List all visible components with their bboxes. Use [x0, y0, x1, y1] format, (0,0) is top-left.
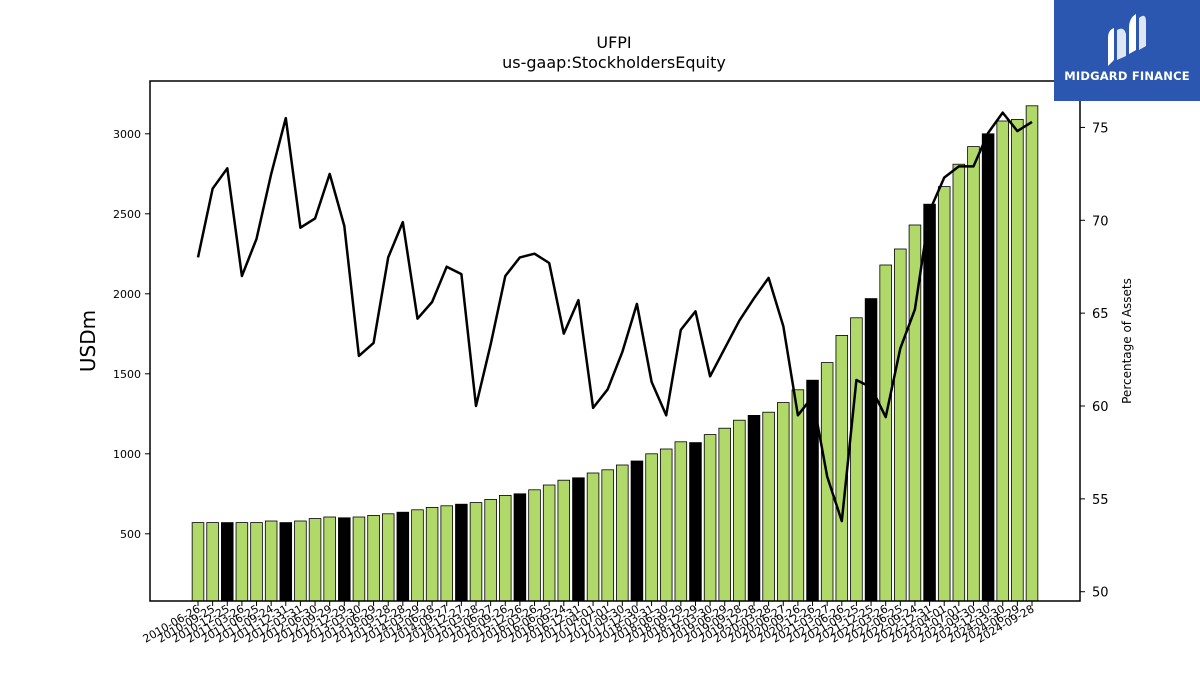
- percentage-line-series: [196, 111, 1033, 523]
- bar-2014-09-27: [440, 505, 453, 602]
- y-axis-label: USDm: [76, 310, 100, 372]
- bar-2016-06-25: [542, 484, 556, 602]
- y-tick-label: 500: [120, 528, 141, 541]
- bar-2010-09-25: [206, 522, 219, 602]
- brand-logo: MIDGARD FINANCE: [1054, 0, 1200, 101]
- y-tick-label: 2500: [113, 208, 141, 221]
- y-tick-label: 1500: [113, 368, 141, 381]
- bar-2022-12-31: [923, 203, 936, 602]
- bar-2020-06-27: [777, 402, 790, 602]
- y-tick-label: 3000: [113, 128, 141, 141]
- bar-2018-06-30: [659, 448, 673, 602]
- bar-2010-12-25: [221, 522, 234, 602]
- y-tick-label: 1000: [113, 448, 141, 461]
- bar-2024-03-30: [996, 120, 1009, 602]
- bar-2012-09-29: [323, 516, 336, 602]
- bar-2012-12-29: [338, 517, 351, 602]
- y2-tick-label: 60: [1092, 400, 1109, 415]
- bar-2020-09-26: [791, 389, 805, 602]
- bar-2017-07-01: [601, 469, 614, 602]
- bar-series: [191, 105, 1039, 602]
- bar-2023-09-30: [967, 146, 980, 602]
- bar-2014-03-29: [411, 509, 424, 602]
- bar-2011-09-24: [264, 520, 278, 602]
- bar-2016-09-24: [557, 479, 571, 602]
- bar-2024-06-29: [1011, 119, 1024, 602]
- bar-2019-06-29: [718, 427, 731, 602]
- bar-2014-12-27: [455, 503, 468, 602]
- y2-tick-label: 75: [1092, 121, 1109, 136]
- bar-2021-06-26: [835, 334, 849, 602]
- midgard-logo-icon: [1108, 14, 1146, 66]
- percentage-line: [196, 111, 1033, 523]
- right-y-axis-label: Percentage of Assets: [1120, 278, 1134, 404]
- y2-tick-label: 65: [1092, 307, 1109, 322]
- chart-title: UFPI: [596, 33, 631, 52]
- bar-2015-06-27: [484, 498, 497, 602]
- bar-2012-06-30: [308, 518, 322, 602]
- bar-2017-09-30: [616, 464, 629, 602]
- x-axis: 2010-06-262010-09-252010-12-252011-03-26…: [141, 601, 1037, 646]
- bar-2012-03-31: [294, 520, 307, 602]
- bar-2024-09-28: [1025, 105, 1039, 602]
- bar-2019-03-30: [703, 434, 717, 602]
- bar-2023-12-30: [981, 133, 995, 602]
- bar-2023-07-01: [952, 163, 966, 602]
- y2-tick-label: 55: [1092, 493, 1109, 508]
- bar-2013-12-28: [396, 511, 410, 602]
- bar-2020-03-28: [762, 411, 775, 602]
- right-y-axis: 50 55 60 65 70 75: [1080, 121, 1109, 601]
- brand-name: MIDGARD FINANCE: [1064, 69, 1190, 83]
- bar-2016-03-26: [528, 489, 541, 602]
- bar-2011-03-26: [235, 522, 249, 602]
- bar-2015-09-26: [499, 494, 512, 602]
- bar-2011-12-31: [279, 522, 293, 602]
- bar-2019-12-28: [747, 414, 761, 602]
- bar-2018-03-31: [645, 453, 658, 602]
- bar-2015-03-28: [469, 502, 483, 602]
- bar-2022-03-26: [879, 264, 892, 602]
- chart-subtitle: us-gaap:StockholdersEquity: [502, 53, 726, 72]
- bar-2019-09-28: [733, 419, 746, 602]
- bar-2021-03-27: [820, 362, 834, 602]
- y-tick-label: 2000: [113, 288, 141, 301]
- bar-2022-06-25: [894, 248, 907, 602]
- bar-2023-04-01: [937, 186, 951, 602]
- plot-frame: [149, 80, 1081, 602]
- bar-2013-06-29: [367, 515, 380, 602]
- bar-2013-09-28: [381, 513, 395, 602]
- bar-2021-09-25: [850, 317, 863, 602]
- bar-2016-12-31: [572, 477, 585, 602]
- bar-2021-12-25: [864, 298, 878, 602]
- y2-tick-label: 50: [1092, 586, 1109, 601]
- bar-2017-12-30: [630, 460, 644, 602]
- bar-2010-06-26: [191, 522, 205, 602]
- bar-2018-12-29: [689, 442, 702, 602]
- bar-2018-09-29: [674, 441, 688, 602]
- bar-2017-04-01: [586, 472, 600, 602]
- left-y-axis: 500 1000 1500 2000 2500 3000: [113, 128, 150, 541]
- bar-2013-03-30: [352, 516, 366, 602]
- bar-2015-12-26: [513, 493, 527, 602]
- y2-tick-label: 70: [1092, 214, 1109, 229]
- bar-2014-06-28: [425, 506, 439, 602]
- bar-2011-06-25: [250, 522, 263, 602]
